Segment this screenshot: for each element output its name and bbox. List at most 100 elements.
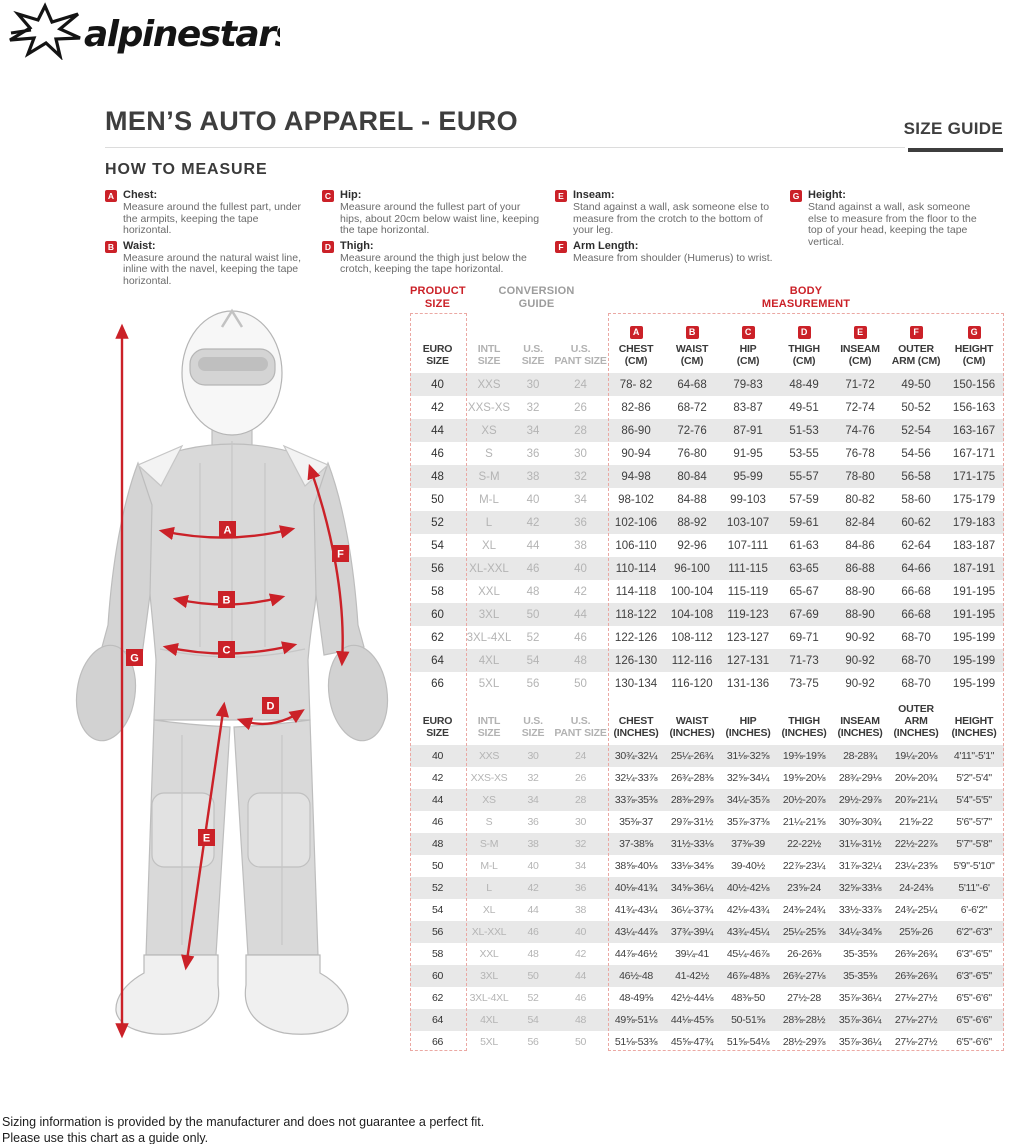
cell: 71-73 bbox=[789, 654, 819, 667]
cell: 99-103 bbox=[730, 493, 766, 506]
cell: 28-28¾ bbox=[843, 750, 877, 762]
sizing-table: PRODUCT SIZE CONVERSION GUIDE BODY MEASU… bbox=[410, 283, 1005, 1053]
cell: 35⅜-37 bbox=[619, 816, 653, 828]
figure-label-d: D bbox=[262, 697, 279, 714]
cell: 30 bbox=[526, 378, 540, 391]
cell: 5XL bbox=[480, 1036, 498, 1048]
svg-text:E: E bbox=[203, 833, 210, 845]
cell: 187-191 bbox=[952, 562, 996, 575]
cell: 27⅛-27½ bbox=[894, 1036, 938, 1048]
cell: 66-68 bbox=[901, 608, 931, 621]
cell: 5'4"-5'5" bbox=[956, 794, 992, 806]
measure-column-2: C Hip: Measure around the fullest part o… bbox=[322, 189, 555, 290]
measure-label: Height: bbox=[808, 189, 846, 201]
cell: 72-74 bbox=[845, 401, 875, 414]
cell: 86-90 bbox=[621, 424, 651, 437]
cell: 28 bbox=[574, 794, 587, 806]
cell: 35⅞-36¼ bbox=[838, 992, 882, 1004]
cell: 44 bbox=[574, 970, 587, 982]
cell: 28 bbox=[574, 424, 587, 437]
cell: 48 bbox=[431, 470, 444, 483]
measure-item-waist: B Waist: Measure around the natural wais… bbox=[105, 240, 322, 288]
cell: 40 bbox=[431, 750, 444, 762]
column-header-waist-cm: B WAIST (CM) bbox=[675, 325, 709, 367]
cell: 52 bbox=[526, 631, 540, 644]
cell: 38 bbox=[526, 470, 540, 483]
cell: 179-183 bbox=[952, 516, 996, 529]
cell: 48 bbox=[527, 948, 539, 960]
cell: S-M bbox=[478, 470, 500, 483]
cell: 30 bbox=[574, 816, 587, 828]
table-row: 46 S 36 30 35⅜-37 29⅞-31½ 35⅞-37⅜ 21¼-21⅝ 30⅜-30… bbox=[410, 811, 1004, 833]
cell: 60-62 bbox=[901, 516, 931, 529]
group-header-conversion-guide: CONVERSION GUIDE bbox=[498, 285, 575, 310]
cell: 33⅞-35⅜ bbox=[614, 794, 658, 806]
table-row: 60 3XL 50 44 118-122 104-108 119-123 67-69 88-90… bbox=[410, 603, 1005, 626]
cell: 24-24⅜ bbox=[899, 882, 933, 894]
cell: 58 bbox=[431, 585, 444, 598]
cell: 60 bbox=[431, 608, 444, 621]
cell: 31⅛-31½ bbox=[838, 838, 882, 850]
cell: 42 bbox=[574, 585, 587, 598]
cell: 44 bbox=[526, 539, 540, 552]
cell: 22½-22⅞ bbox=[894, 838, 938, 850]
cell: 26 bbox=[574, 772, 587, 784]
cell: 46 bbox=[574, 631, 587, 644]
cell: 30⅜-30¾ bbox=[838, 816, 882, 828]
header-badge-b: B bbox=[685, 325, 699, 339]
cell: 25⅝-26 bbox=[899, 926, 933, 938]
cell: 195-199 bbox=[952, 677, 996, 690]
table-row: 62 3XL-4XL 52 46 122-126 108-112 123-127 69-71 9… bbox=[410, 626, 1004, 649]
column-header-outer-arm-inches: OUTER ARM (INCHES) bbox=[893, 702, 939, 739]
cell: 79-83 bbox=[733, 378, 763, 391]
cell: 51⅛-53⅜ bbox=[614, 1036, 658, 1048]
cell: 34 bbox=[574, 493, 587, 506]
cell: 42 bbox=[526, 516, 540, 529]
cell: 34⅝-36¼ bbox=[670, 882, 714, 894]
measure-label: Thigh: bbox=[340, 239, 374, 252]
cell: 40 bbox=[431, 378, 444, 391]
cell: 44 bbox=[574, 608, 587, 621]
column-header-us-pant-size: U.S. PANT SIZE bbox=[554, 714, 607, 739]
group-header-product-size: PRODUCT SIZE bbox=[410, 285, 466, 310]
figure-label-g: G bbox=[126, 649, 143, 666]
cell: 34 bbox=[527, 794, 539, 806]
cell: 67-69 bbox=[789, 608, 819, 621]
cell: 37⅜-39 bbox=[731, 838, 765, 850]
cell: 76-80 bbox=[677, 447, 707, 460]
cell: 25¼-25⅝ bbox=[782, 926, 826, 938]
cell: 122-126 bbox=[614, 631, 658, 644]
column-header-intl-size: INTL SIZE bbox=[477, 714, 501, 739]
cell: 4'11"-5'1" bbox=[953, 750, 995, 762]
cell: 150-156 bbox=[952, 378, 996, 391]
cell: 50 bbox=[574, 677, 587, 690]
column-header-hip-inches: HIP (INCHES) bbox=[725, 714, 771, 739]
table-row: 56 XL-XXL 46 40 110-114 96-100 111-115 63-65 86-… bbox=[410, 557, 1005, 580]
cell: 45¼-46⅞ bbox=[726, 948, 770, 960]
cell: 5'2"-5'4" bbox=[956, 772, 992, 784]
cell: 22-22½ bbox=[787, 838, 821, 850]
cell: 171-175 bbox=[952, 470, 996, 483]
cell: 27½-28 bbox=[787, 992, 821, 1004]
cell: 41-42½ bbox=[675, 970, 709, 982]
column-header-us-size: U.S. SIZE bbox=[521, 714, 545, 739]
cell: 87-91 bbox=[733, 424, 763, 437]
column-header-height-cm: G HEIGHT (CM) bbox=[954, 325, 994, 367]
inch-header-row: EURO SIZE INTL SIZE U.S. SIZE U.S. PANT … bbox=[410, 695, 1004, 745]
cell: 24 bbox=[574, 378, 587, 391]
cell: 33½-33⅞ bbox=[838, 904, 882, 916]
cell: 94-98 bbox=[621, 470, 651, 483]
cell: 107-111 bbox=[727, 539, 769, 552]
cell: 23¼-23⅝ bbox=[894, 860, 938, 872]
cell: 32 bbox=[574, 838, 587, 850]
cell: 40 bbox=[527, 860, 539, 872]
cell: 116-120 bbox=[671, 677, 713, 690]
cell: XL-XXL bbox=[471, 926, 507, 938]
cell: 30 bbox=[574, 447, 587, 460]
svg-text:B: B bbox=[223, 595, 231, 607]
column-header-hip-cm: C HIP (CM) bbox=[736, 325, 760, 367]
cell: S-M bbox=[479, 838, 499, 850]
cell: 40½-42⅛ bbox=[726, 882, 770, 894]
measure-item-chest: A Chest: Measure around the fullest part… bbox=[105, 189, 322, 237]
cell: XL bbox=[482, 904, 496, 916]
